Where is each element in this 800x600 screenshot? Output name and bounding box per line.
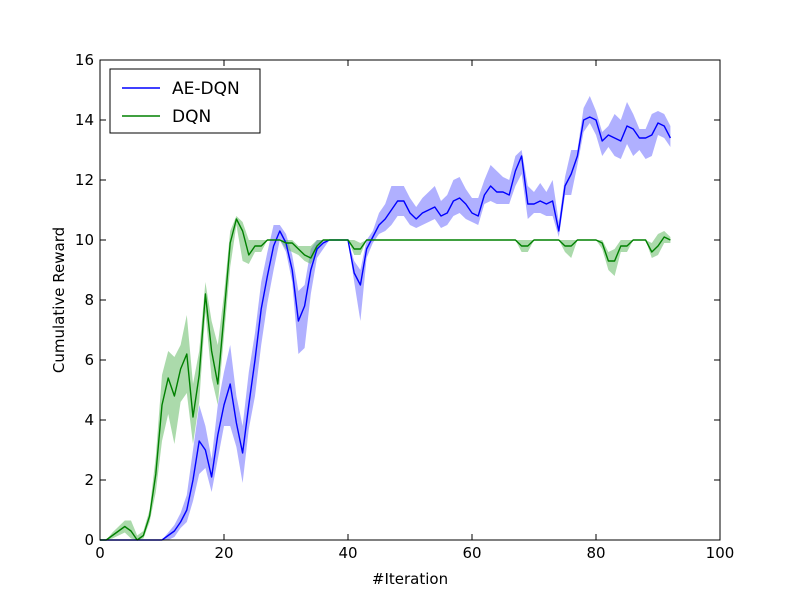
y-tick-label: 10 <box>75 231 94 249</box>
y-tick-label: 12 <box>75 171 94 189</box>
y-tick-label: 14 <box>75 111 94 129</box>
legend-label-dqn: DQN <box>172 107 211 127</box>
x-tick-label: 40 <box>338 544 357 562</box>
x-tick-label: 100 <box>706 544 735 562</box>
plot-area <box>100 96 672 541</box>
legend-box <box>109 68 261 134</box>
x-tick-label: 80 <box>586 544 605 562</box>
y-tick-label: 6 <box>84 351 94 369</box>
x-axis-label: #Iteration <box>372 570 448 588</box>
y-tick-label: 0 <box>84 531 94 549</box>
plot-frame <box>99 59 721 541</box>
y-tick-label: 4 <box>84 411 94 429</box>
x-tick-label: 20 <box>214 544 233 562</box>
band-ae-dqn <box>100 96 671 540</box>
series-line-ae-dqn <box>100 116 672 541</box>
y-tick-label: 8 <box>84 291 94 309</box>
legend: AE-DQN DQN <box>109 68 261 134</box>
y-axis-label: Cumulative Reward <box>50 227 68 373</box>
series-line-dqn <box>100 218 671 541</box>
y-tick-label: 2 <box>84 471 94 489</box>
tick-layer: 0 20 40 60 80 100 0 2 4 6 8 10 12 14 16 <box>75 51 734 562</box>
y-tick-label: 16 <box>75 51 94 69</box>
x-tick-label: 60 <box>462 544 481 562</box>
legend-label-ae-dqn: AE-DQN <box>172 79 240 99</box>
band-dqn <box>100 216 671 540</box>
x-tick-label: 0 <box>95 544 105 562</box>
